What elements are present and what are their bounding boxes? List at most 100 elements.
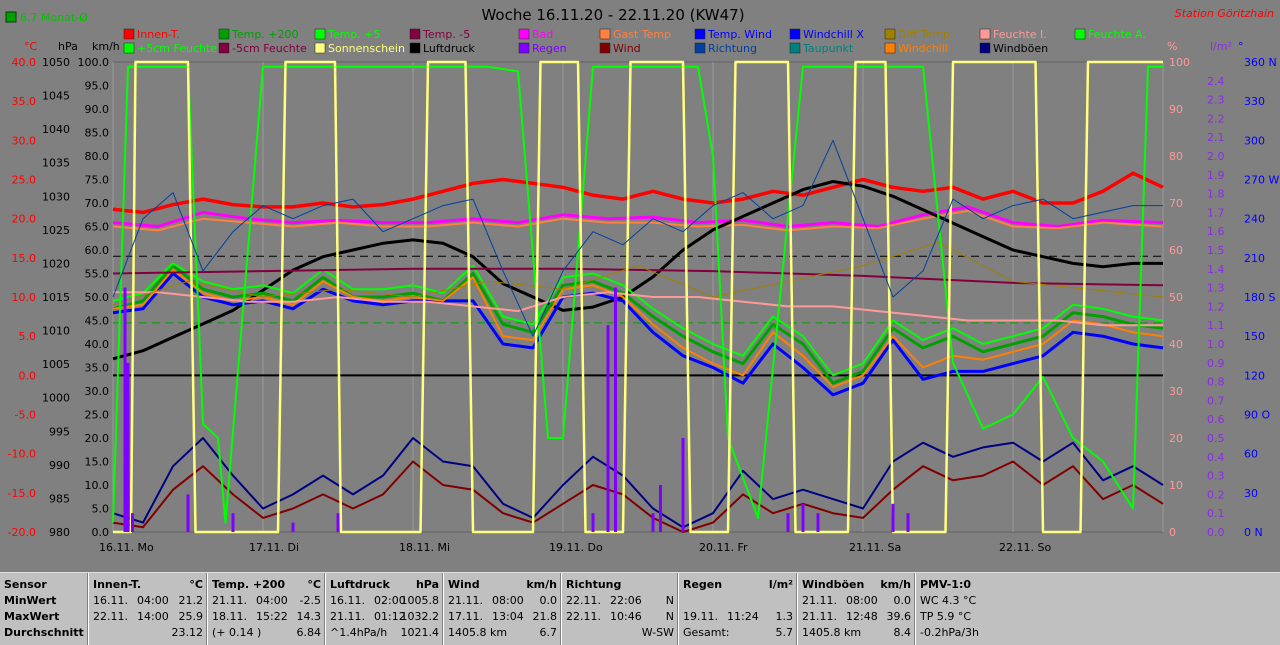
wind-tick-label: 50.0 (85, 291, 110, 304)
legend-swatch (789, 28, 801, 40)
rain-unit-label: l/m² (1210, 40, 1232, 53)
legend-swatch (694, 28, 706, 40)
stats-title: Windböen (802, 578, 865, 591)
humidity-tick-label: 40 (1169, 338, 1183, 351)
rain-bar (614, 287, 617, 532)
legend-label: Regen (532, 42, 567, 55)
rain-bar (786, 513, 790, 532)
stats-section-header: Wind km/h (448, 577, 557, 593)
direction-tick-label: 30 (1244, 487, 1258, 500)
stats-date: 17.11. (448, 610, 483, 623)
rain-tick-label: 0.1 (1207, 507, 1225, 520)
pressure-tick-label: 1000 (42, 392, 70, 405)
temp-unit-label: °C (24, 40, 38, 53)
temp-tick-label: 0.0 (19, 369, 37, 382)
stats-row-avg: 1405.8 km 6.7 (448, 625, 557, 641)
day-label: 21.11. Sa (849, 541, 901, 554)
stats-section: PMV-1:0 WC 4.3 °C TP 5.9 °C -0.2hPa/3h (915, 573, 1036, 645)
stats-date: 18.11. (212, 610, 247, 623)
stats-time: 11:24 (727, 610, 759, 623)
wind-tick-label: 20.0 (85, 432, 110, 445)
stats-section-header: Windböen km/h (802, 577, 911, 593)
stats-title: PMV-1:0 (920, 578, 971, 591)
wind-tick-label: 45.0 (85, 315, 110, 328)
stats-section-header: Innen-T. °C (93, 577, 203, 593)
temp-tick-label: 25.0 (12, 174, 37, 187)
pressure-tick-label: 1015 (42, 291, 70, 304)
rain-tick-label: 0.6 (1207, 413, 1225, 426)
stats-value: 8.4 (893, 626, 912, 639)
legend-swatch (979, 28, 991, 40)
stats-date: Gesamt: (683, 626, 730, 639)
humidity-tick-label: 10 (1169, 479, 1183, 492)
stats-date: TP 5.9 °C (920, 610, 972, 623)
legend-swatch (218, 42, 230, 54)
stats-date: 19.11. (683, 610, 718, 623)
stats-time: 08:00 (492, 594, 524, 607)
stats-row-max: 21.11. 12:48 39.6 (802, 609, 911, 625)
stats-row-avg: 23.12 (93, 625, 204, 641)
series-windchill (112, 268, 1164, 389)
pressure-tick-label: 1040 (42, 123, 70, 136)
legend-label: Innen-T. (137, 28, 180, 41)
rain-tick-label: 1.9 (1207, 169, 1225, 182)
stats-row-max: 18.11. 15:22 14.3 (212, 609, 321, 625)
stats-date: 21.11. (330, 610, 365, 623)
temp-tick-label: -5.0 (15, 409, 36, 422)
pressure-tick-label: 1030 (42, 190, 70, 203)
legend-label: Diff Temp. (898, 28, 953, 41)
stats-date: 21.11. (448, 594, 483, 607)
direction-unit-label: ° (1238, 40, 1244, 53)
stats-time: 02:00 (374, 594, 406, 607)
legend-label: Feuchte I. (993, 28, 1047, 41)
legend-label: +5cm Feuchte (137, 42, 217, 55)
legend-swatch (123, 42, 135, 54)
pressure-tick-label: 995 (49, 425, 70, 438)
stats-row-min: 22.11. 22:06 N (566, 593, 674, 609)
stats-time: 04:00 (256, 594, 288, 607)
legend-label: Feuchte A. (1088, 28, 1146, 41)
direction-tick-label: 120 (1244, 369, 1265, 382)
temp-tick-label: 10.0 (12, 291, 37, 304)
pressure-unit-label: hPa (58, 40, 78, 53)
stats-date: 21.11. (802, 610, 837, 623)
legend-swatch (599, 28, 611, 40)
legend-swatch (518, 28, 530, 40)
stats-section: Luftdruck hPa 16.11. 02:00 1005.8 21.11. 01:12… (325, 573, 443, 645)
legend-label: Windchill (898, 42, 948, 55)
direction-tick-label: 0 N (1244, 526, 1263, 539)
series-feuchte-a (112, 65, 1163, 524)
wind-tick-label: 5.0 (92, 503, 110, 516)
legend-label: -5cm Feuchte (232, 42, 307, 55)
pressure-tick-label: 1035 (42, 157, 70, 170)
rain-tick-label: 1.5 (1207, 244, 1225, 257)
legend-swatch (1074, 28, 1086, 40)
direction-tick-label: 240 (1244, 213, 1265, 226)
series-wind (112, 460, 1164, 533)
rain-bar (659, 485, 662, 532)
series-sonnenschein (113, 60, 1163, 534)
wind-tick-label: 25.0 (85, 409, 110, 422)
direction-tick-label: 330 (1244, 95, 1265, 108)
stats-date: 22.11. (566, 610, 601, 623)
direction-tick-label: 300 (1244, 134, 1265, 147)
rain-tick-label: 0.8 (1207, 376, 1225, 389)
wind-tick-label: 10.0 (85, 479, 110, 492)
legend-swatch (314, 42, 326, 54)
legend-label: Sonnenschein (328, 42, 405, 55)
rain-tick-label: 0.9 (1207, 357, 1225, 370)
chart-title: Woche 16.11.20 - 22.11.20 (KW47) (481, 6, 744, 24)
stats-value: 14.3 (296, 610, 322, 623)
stats-value: 21.8 (532, 610, 558, 623)
wind-tick-label: 15.0 (85, 456, 110, 469)
monthavg-label: 6.7 Monat-Ø (20, 11, 88, 24)
stats-unit: hPa (415, 578, 439, 591)
series-temp-5 (112, 262, 1164, 377)
stats-row-min: 21.11. 08:00 0.0 (802, 593, 911, 609)
wind-tick-label: 85.0 (85, 127, 110, 140)
legend-swatch (314, 28, 326, 40)
rain-tick-label: 2.2 (1207, 112, 1225, 125)
direction-tick-label: 210 (1244, 252, 1265, 265)
humidity-unit-label: % (1167, 40, 1177, 53)
stats-row-max: 21.11. 01:12 1032.2 (330, 609, 439, 625)
